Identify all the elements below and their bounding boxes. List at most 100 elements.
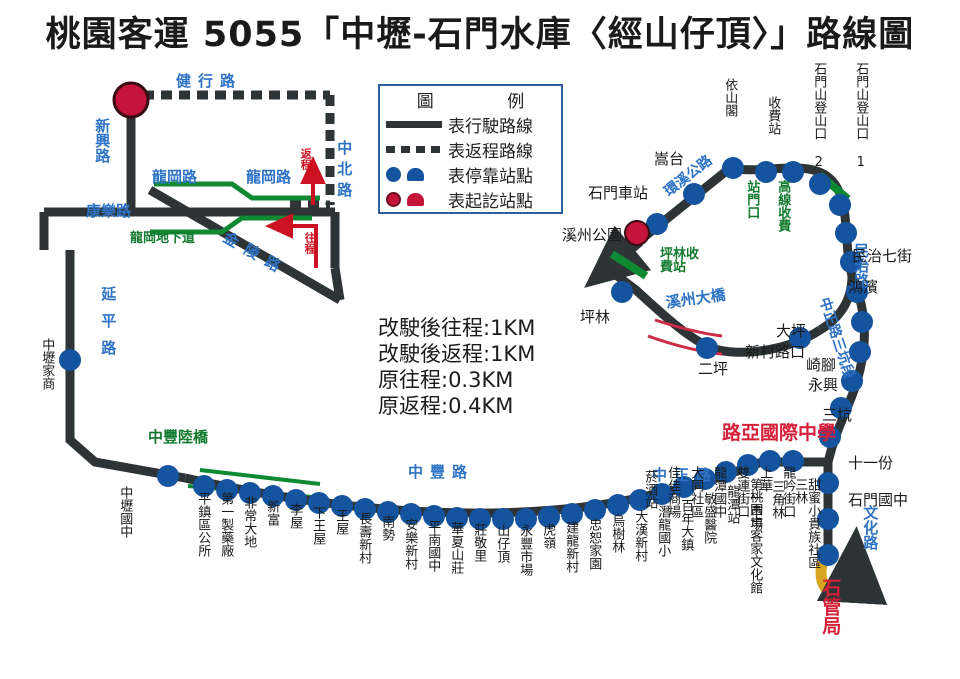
stop-label-shimen-junior-high: 石門國中 bbox=[848, 491, 909, 509]
stop-label-longyin-st: 龍吟街口 bbox=[780, 466, 796, 518]
stop-marker-chain-sankeng-minzhi bbox=[819, 194, 873, 448]
solid-line-icon bbox=[386, 121, 448, 128]
pinglin-tollgate-green-mark bbox=[609, 250, 649, 280]
shiguanju-uturn-arrow bbox=[815, 526, 888, 606]
route-segment-joint bbox=[330, 267, 345, 301]
street-label-zhongfeng-rd: 中豐路 bbox=[408, 463, 475, 481]
distance-line-1: 改駛後往程:1KM bbox=[378, 316, 536, 340]
legend-label-outbound: 表行駛路線 bbox=[448, 117, 533, 137]
stop-label-xincun-intersection: 新村路口 bbox=[745, 343, 806, 361]
stop-label-zhongshu-home: 忠恕家園 bbox=[586, 518, 602, 570]
legend-row-return: 表返程路線 bbox=[380, 137, 561, 162]
stop-label-xinfu: 新富 bbox=[264, 500, 280, 526]
legend-label-return: 表返程路線 bbox=[448, 142, 533, 162]
terminus-marker-end bbox=[624, 220, 650, 246]
green-label-station-gate: 站門口 bbox=[744, 180, 760, 219]
stop-label-sanjiaolin: 三角林 bbox=[769, 480, 785, 519]
stop-label-zhongli-guozhong: 中壢國中 bbox=[117, 486, 133, 538]
stop-marker-chain-wenhua bbox=[817, 472, 839, 566]
stop-label-sanlin: 三林 bbox=[792, 478, 808, 504]
blue-stop-icon bbox=[386, 167, 448, 182]
legend-label-stop: 表停靠站點 bbox=[448, 167, 533, 187]
stop-label-sankeng: 三坑 bbox=[822, 406, 853, 424]
stop-label-erping: 二坪 bbox=[698, 360, 729, 378]
street-label-jianxing-rd: 健行路 bbox=[176, 72, 243, 90]
stop-label-shuanglian-st: 雙連街口 bbox=[734, 466, 750, 518]
legend-header-left: 圖 bbox=[416, 91, 434, 112]
legend-row-outbound: 表行駛路線 bbox=[380, 112, 561, 137]
stop-label-liwu: 李屋 bbox=[287, 503, 303, 529]
green-label-pinglin-tollgate: 坪林收費站 bbox=[660, 247, 700, 276]
stop-label-qianlong-elementary: 潛龍國小 bbox=[655, 505, 671, 557]
stop-label-shiyifen: 十一份 bbox=[848, 454, 894, 472]
stop-marker-chain-loop-top bbox=[646, 157, 831, 235]
legend-header: 圖 例 bbox=[380, 86, 561, 112]
terminus-marker-start bbox=[112, 81, 150, 119]
stop-label-xizhou-park: 溪州公園 bbox=[562, 226, 623, 244]
stop-label-bainian-dazhen: 百年大鎮 bbox=[678, 499, 694, 551]
stop-label-shanghua: 上華 bbox=[757, 466, 773, 492]
street-label-yanping-rd: 延平路 bbox=[99, 286, 118, 367]
legend-row-terminus: 表起訖站點 bbox=[380, 187, 561, 212]
route-segment-jinling-rd bbox=[147, 186, 343, 304]
stop-label-pingzhen-office: 平鎮區公所 bbox=[195, 492, 211, 557]
stop-label-songtai: 嵩台 bbox=[654, 150, 685, 168]
stop-label-yongfeng-market: 永豐市場 bbox=[517, 524, 533, 576]
stop-label-minsheng-hospital: 敏盛醫院 bbox=[701, 492, 717, 544]
street-label-longgang-rd-1: 龍岡路 bbox=[152, 168, 198, 186]
street-label-minzhi-rd: 民治路 bbox=[852, 243, 871, 288]
street-label-xinxing-rd: 新興路 bbox=[93, 118, 112, 163]
legend-row-stop: 表停靠站點 bbox=[380, 162, 561, 187]
route-segment-yanping-rd bbox=[65, 250, 186, 483]
stop-label-shimen-trailhead-2: 石門山登山口 2 bbox=[811, 62, 827, 170]
stop-label-changshou-village: 長壽新村 bbox=[356, 512, 372, 564]
stop-label-hakka-culture-hall: 桃園市客家文化館 bbox=[747, 490, 763, 594]
longgang-rd-green-overlay-1 bbox=[154, 181, 320, 201]
stop-label-qijiao: 崎腳 bbox=[806, 356, 837, 374]
stop-label-dahan-village: 大漢新村 bbox=[632, 510, 648, 562]
red-terminus-icon bbox=[386, 192, 448, 207]
legend-label-terminus: 表起訖站點 bbox=[448, 192, 533, 212]
stop-label-wangwu: 王屋 bbox=[333, 509, 349, 535]
stop-label-zhuangjing-li: 莊敬里 bbox=[471, 523, 487, 562]
stop-label-longtan-station: 龍潭站 bbox=[724, 485, 740, 524]
stop-label-yongxing: 永興 bbox=[808, 376, 839, 394]
stop-label-shimen-station: 石門車站 bbox=[588, 184, 649, 202]
page-title: 桃園客運 5055「中壢-石門水庫〈經山仔頂〉」路線圖 bbox=[45, 15, 915, 55]
direction-label-outbound: 往程 bbox=[303, 232, 317, 254]
stop-label-datong-community: 大同社區 bbox=[688, 466, 704, 518]
stop-label-zhongli-jiashang: 中壢家商 bbox=[39, 338, 55, 390]
legend-box: 圖 例 表行駛路線 表返程路線 表停靠站點 表起訖站點 bbox=[378, 84, 563, 214]
zhongfeng-overpass-green-1 bbox=[199, 468, 321, 486]
stop-label-wushulin: 烏樹林 bbox=[609, 514, 625, 553]
street-label-kangle-rd: 康樂路 bbox=[86, 202, 132, 220]
stop-label-pinglin: 坪林 bbox=[580, 308, 611, 326]
legend-header-right: 例 bbox=[507, 91, 525, 112]
stop-label-shanzaiding: 山仔頂 bbox=[494, 524, 510, 563]
stop-label-diyi-market: 第一市場 bbox=[747, 478, 763, 530]
stop-label-longtan-junior-high: 龍潭國中 bbox=[711, 466, 727, 518]
stop-label-anle-village: 安樂新村 bbox=[402, 518, 418, 570]
route-segment-pinglin-erping bbox=[609, 268, 823, 357]
direction-label-return: 返程 bbox=[299, 148, 313, 170]
stop-label-jianlong-village: 建龍新村 bbox=[563, 521, 579, 573]
distance-line-3: 原往程:0.3KM bbox=[378, 368, 514, 392]
dashed-line-icon bbox=[386, 146, 448, 153]
street-label-zhongzheng-rd: 中正路 bbox=[652, 466, 719, 484]
green-label-zhongfeng-overpass: 中豐陸橋 bbox=[148, 428, 209, 446]
distance-line-4: 原返程:0.4KM bbox=[378, 394, 514, 418]
stop-label-toll-station: 收費站 bbox=[765, 96, 781, 135]
stop-label-feichang-dadi: 非常大地 bbox=[241, 496, 257, 548]
stop-label-xiawangwu: 下王屋 bbox=[310, 506, 326, 545]
stop-label-yishange: 依山閣 bbox=[722, 78, 738, 117]
highlight-label-shiguanju: 石管局 bbox=[819, 578, 842, 635]
stop-marker bbox=[59, 349, 81, 371]
green-label-longgang-underpass: 龍岡地下道 bbox=[130, 231, 196, 246]
stop-label-shimen-trailhead-1: 石門山登山口 1 bbox=[853, 62, 869, 170]
stop-label-nanshi: 南勢 bbox=[379, 515, 395, 541]
stop-label-pingnan-junior-high: 平南國中 bbox=[425, 520, 441, 572]
outbound-direction-arrow bbox=[265, 213, 318, 268]
street-label-wenhua-rd: 文化路 bbox=[861, 505, 880, 550]
